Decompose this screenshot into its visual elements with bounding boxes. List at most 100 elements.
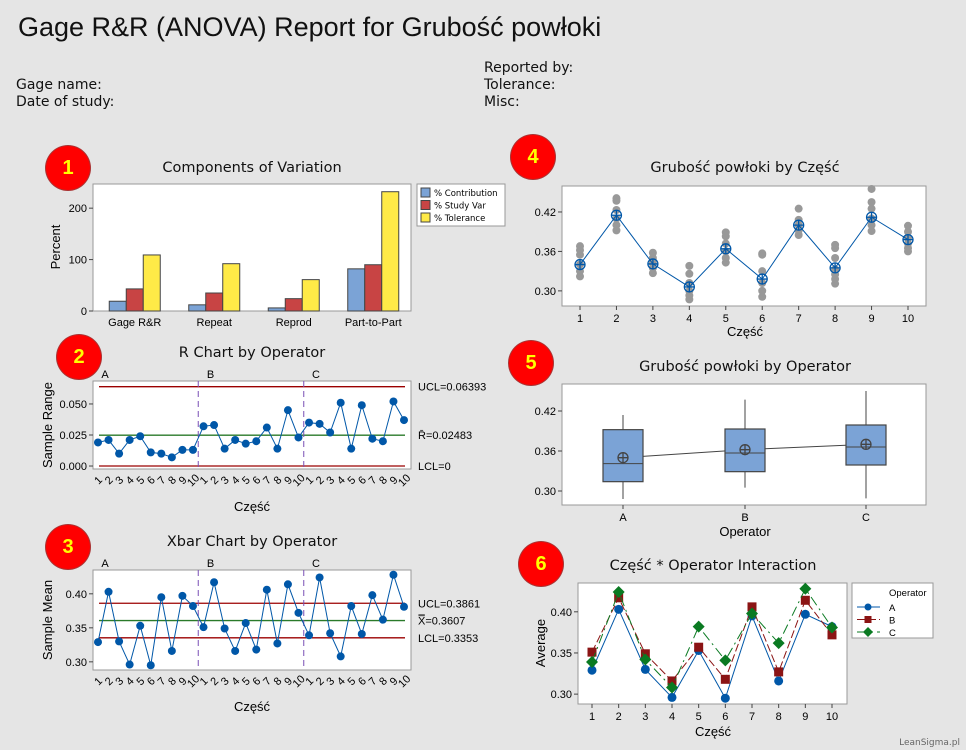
xbar-chart-operator-label: B — [207, 558, 214, 570]
r-chart-xtick-label: 5 — [240, 474, 253, 487]
legend-label: C — [889, 628, 896, 639]
components-ytick-label: 200 — [69, 203, 87, 215]
point-c — [612, 586, 625, 599]
xbar-chart-xtick-label: 3 — [324, 675, 337, 688]
r-chart-limit-label: UCL=0.06393 — [418, 382, 486, 394]
xbar-chart-point — [368, 591, 377, 600]
mean-marker — [617, 452, 629, 464]
xbar-chart-point — [104, 587, 113, 596]
r-chart-point — [146, 448, 155, 457]
point-c — [746, 607, 758, 620]
xbar-chart-point — [115, 637, 124, 646]
point-a — [720, 693, 730, 703]
by-operator-x-axis-label: Operator — [719, 524, 771, 539]
r-chart-xtick-label: 8 — [272, 474, 285, 487]
bar--contribution — [108, 300, 127, 312]
legend-swatch — [420, 212, 431, 223]
mean-marker-cross — [720, 243, 731, 254]
xbar-chart-limit-label: LCL=0.3353 — [418, 633, 478, 645]
chart2-title: R Chart by Operator — [178, 345, 326, 361]
xbar-chart-xtick-label: 2 — [103, 675, 116, 688]
by-part-xtick-label: 5 — [723, 313, 729, 325]
components-ytick-label: 0 — [81, 306, 87, 318]
r-chart-xtick-label: 2 — [103, 474, 116, 487]
point-a — [800, 609, 810, 619]
xbar-chart-point — [273, 639, 282, 648]
bar--tolerance — [301, 279, 320, 312]
xbar-chart-point — [241, 619, 250, 628]
by-part-xtick-label: 3 — [650, 313, 656, 325]
by-part-xtick-label: 1 — [577, 313, 583, 325]
by-part-plot-area — [561, 185, 927, 307]
legend-label: % Study Var — [434, 202, 486, 212]
mean-marker — [647, 258, 659, 270]
r-chart-point — [210, 421, 219, 430]
legend-marker — [864, 616, 872, 623]
gage-name-label: Gage name: — [16, 77, 102, 93]
components-ytick-label: 100 — [69, 255, 87, 267]
xbar-chart-point — [136, 621, 145, 630]
interaction-xtick-label: 3 — [642, 711, 648, 723]
xbar-chart-point — [378, 615, 387, 624]
r-chart-point — [199, 422, 208, 431]
r-chart-xtick-label: 10 — [396, 472, 413, 489]
r-chart-point — [104, 435, 113, 444]
r-chart-point — [400, 416, 408, 425]
observation-point — [831, 240, 840, 249]
r-chart-operator-label: C — [312, 369, 320, 381]
xbar-chart-point — [326, 629, 335, 638]
interaction-xtick-label: 4 — [669, 711, 675, 723]
by-part-xtick-label: 9 — [868, 313, 874, 325]
xbar-chart-y-axis-label: Sample Mean — [40, 580, 55, 660]
legend-label: % Contribution — [434, 189, 498, 199]
r-chart-xtick-label: 8 — [377, 474, 390, 487]
mean-marker-cross — [740, 444, 750, 455]
xbar-chart-point — [347, 602, 356, 611]
r-chart-limit-label: LCL=0 — [418, 461, 451, 473]
bar--tolerance — [381, 191, 400, 312]
point-c — [719, 654, 732, 667]
legend-label: B — [889, 616, 895, 627]
by-part-xtick-label: 2 — [613, 313, 619, 325]
category-label: Part-to-Part — [345, 317, 402, 329]
r-chart-xtick-label: 7 — [261, 474, 274, 487]
r-chart-xtick-label: 6 — [356, 474, 369, 487]
by-operator-ytick-label: 0.42 — [535, 406, 556, 418]
interaction-xtick-label: 8 — [776, 711, 782, 723]
r-chart-point — [157, 449, 166, 458]
observation-point — [576, 242, 584, 251]
xbar-chart-xtick-label: 5 — [346, 675, 359, 688]
series-line-a — [591, 608, 833, 700]
r-chart-point — [188, 445, 197, 454]
r-chart-point — [273, 444, 282, 453]
interaction-ytick-label: 0.40 — [551, 607, 572, 619]
r-chart-point — [125, 435, 134, 444]
point-b — [720, 674, 730, 684]
xbar-chart-xtick-label: 7 — [261, 675, 274, 688]
category-label: Repeat — [197, 317, 232, 329]
interaction-legend-box — [851, 582, 934, 639]
mean-marker-cross — [647, 258, 658, 269]
r-chart-xtick-label: 7 — [156, 474, 169, 487]
r-chart-point — [378, 437, 387, 446]
series-line-c — [591, 587, 833, 689]
bar--contribution — [267, 307, 286, 312]
observation-point — [721, 228, 730, 237]
chart5-title: Grubość powłoki by Operator — [639, 359, 851, 375]
observation-point — [721, 254, 730, 262]
xbar-chart-ytick-label: 0.30 — [66, 657, 87, 669]
xbar-chart-xtick-label: 7 — [367, 675, 380, 688]
tolerance-label: Tolerance: — [484, 77, 556, 93]
observation-point — [685, 269, 694, 278]
bar--study-var — [284, 298, 303, 312]
r-chart-point — [389, 397, 398, 406]
mean-marker-cross — [793, 220, 804, 231]
xbar-chart-xtick-label: 6 — [251, 675, 264, 688]
observation-point — [867, 184, 876, 193]
observation-point — [685, 261, 694, 270]
r-chart-xtick-label: 1 — [303, 474, 316, 487]
point-a — [667, 692, 677, 702]
r-chart-xtick-label: 7 — [367, 474, 380, 487]
observation-point — [831, 254, 840, 262]
